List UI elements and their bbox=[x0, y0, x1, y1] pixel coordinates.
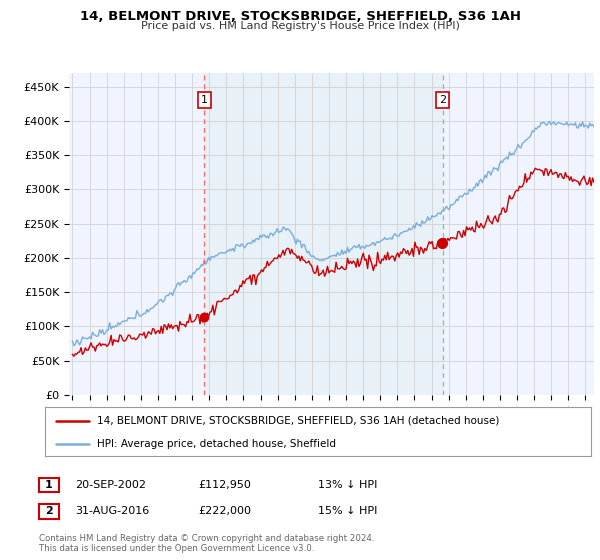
Text: 20-SEP-2002: 20-SEP-2002 bbox=[75, 480, 146, 490]
Text: Contains HM Land Registry data © Crown copyright and database right 2024.: Contains HM Land Registry data © Crown c… bbox=[39, 534, 374, 543]
Text: 14, BELMONT DRIVE, STOCKSBRIDGE, SHEFFIELD, S36 1AH (detached house): 14, BELMONT DRIVE, STOCKSBRIDGE, SHEFFIE… bbox=[97, 416, 499, 426]
Text: HPI: Average price, detached house, Sheffield: HPI: Average price, detached house, Shef… bbox=[97, 439, 336, 449]
Text: Price paid vs. HM Land Registry's House Price Index (HPI): Price paid vs. HM Land Registry's House … bbox=[140, 21, 460, 31]
Text: 1: 1 bbox=[201, 95, 208, 105]
Text: 13% ↓ HPI: 13% ↓ HPI bbox=[318, 480, 377, 490]
Text: £112,950: £112,950 bbox=[198, 480, 251, 490]
Text: 1: 1 bbox=[45, 480, 53, 490]
Bar bbox=[205, 73, 443, 395]
Text: 15% ↓ HPI: 15% ↓ HPI bbox=[318, 506, 377, 516]
Text: 2: 2 bbox=[45, 506, 53, 516]
Text: 14, BELMONT DRIVE, STOCKSBRIDGE, SHEFFIELD, S36 1AH: 14, BELMONT DRIVE, STOCKSBRIDGE, SHEFFIE… bbox=[79, 10, 521, 23]
Text: £222,000: £222,000 bbox=[198, 506, 251, 516]
Text: 2: 2 bbox=[439, 95, 446, 105]
Text: 31-AUG-2016: 31-AUG-2016 bbox=[75, 506, 149, 516]
Text: This data is licensed under the Open Government Licence v3.0.: This data is licensed under the Open Gov… bbox=[39, 544, 314, 553]
